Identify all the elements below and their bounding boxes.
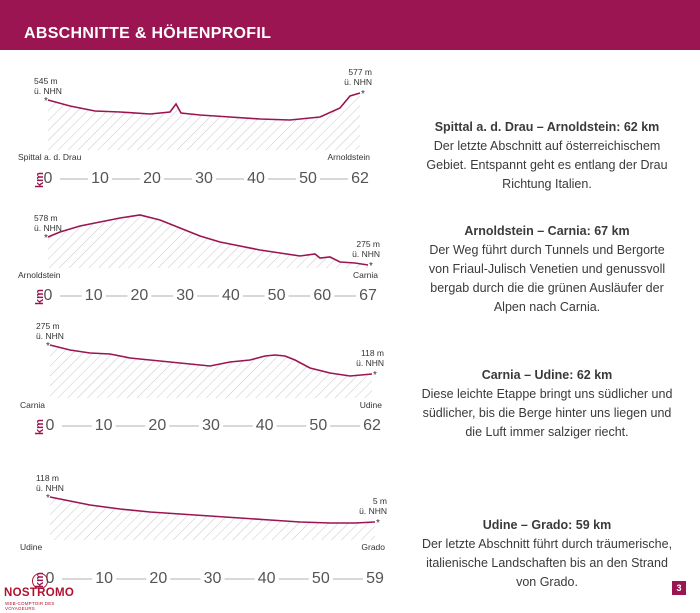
- section-description-2: Arnoldstein – Carnia: 67 km Der Weg führt…: [418, 222, 676, 317]
- start-elevation: 275 m ü. NHN: [36, 321, 64, 341]
- end-marker: *: [361, 89, 365, 100]
- profile-area: [48, 93, 360, 150]
- end-elevation: 577 m ü. NHN: [344, 67, 372, 87]
- start-elevation: 545 m ü. NHN: [34, 76, 62, 96]
- section-text: Der Weg führt durch Tunnels und Bergorte…: [428, 243, 666, 314]
- km-tick-label: 30: [203, 570, 222, 587]
- profile-line: [47, 92, 361, 121]
- elevation-profile-4: **: [46, 493, 380, 580]
- end-elevation: 275 m ü. NHN: [352, 239, 380, 259]
- km-tick-label: 30: [176, 287, 195, 304]
- km-tick-label: 10: [84, 287, 103, 304]
- km-tick-label: 40: [257, 570, 276, 587]
- km-tick-label: 30: [195, 170, 213, 187]
- km-tick-label: 62: [363, 417, 381, 434]
- logo-subtitle: WEB-COMPTOIR DES VOYAGEURS: [5, 601, 55, 611]
- end-place: Carnia: [352, 270, 378, 280]
- elevation-profile-2: **: [44, 214, 373, 297]
- start-marker: *: [46, 493, 50, 504]
- km-tick-label: 50: [309, 417, 328, 434]
- km-tick-label: 0: [43, 170, 53, 187]
- km-tick-label: 59: [366, 570, 384, 587]
- section-description-4: Udine – Grado: 59 km Der letzte Abschnitt…: [418, 516, 676, 592]
- km-tick-label: 10: [94, 417, 113, 434]
- km-tick-label: 20: [148, 417, 167, 434]
- section-description-1: Spittal a. d. Drau – Arnoldstein: 62 km D…: [418, 118, 676, 194]
- km-tick-label: 20: [130, 287, 149, 304]
- km-tick-label: 62: [351, 170, 369, 187]
- km-tick-label: 0: [43, 287, 53, 304]
- km-tick-label: 0: [45, 417, 55, 434]
- end-place: Grado: [361, 542, 385, 552]
- start-place: Spittal a. d. Drau: [18, 152, 82, 162]
- start-elevation: 118 m ü. NHN: [36, 473, 64, 493]
- start-place: Arnoldstein: [18, 270, 61, 280]
- section-text: Der letzte Abschnitt auf österreichische…: [426, 139, 668, 191]
- page-title: ABSCHNITTE & HÖHENPROFIL: [24, 25, 272, 42]
- start-marker: *: [44, 233, 48, 244]
- section-title: Spittal a. d. Drau – Arnoldstein: 62 km: [434, 120, 660, 134]
- elevation-profile-3: **: [46, 341, 377, 427]
- profile-line: [49, 344, 373, 377]
- km-tick-label: 60: [313, 287, 332, 304]
- km-tick-label: 50: [299, 170, 317, 187]
- end-marker: *: [369, 261, 373, 272]
- start-elevation: 578 m ü. NHN: [34, 213, 62, 233]
- start-place: Udine: [20, 542, 43, 552]
- nostromo-logo: NOSTROMO WEB-COMPTOIR DES VOYAGEURS: [4, 573, 78, 611]
- section-text: Diese leichte Etappe bringt uns südliche…: [421, 387, 673, 439]
- km-tick-label: 30: [202, 417, 220, 434]
- start-marker: *: [46, 341, 50, 352]
- km-tick-label: 50: [267, 287, 286, 304]
- page-header: ABSCHNITTE & HÖHENPROFIL: [0, 0, 700, 50]
- km-tick-label: 20: [149, 570, 168, 587]
- km-tick-label: 40: [247, 170, 265, 187]
- profile-area: [50, 497, 375, 540]
- section-title: Carnia – Udine: 62 km: [481, 368, 613, 382]
- km-tick-label: 40: [255, 417, 274, 434]
- km-tick-label: 40: [221, 287, 240, 304]
- end-marker: *: [376, 518, 380, 529]
- profile-line: [49, 496, 376, 524]
- km-tick-label: 20: [143, 170, 161, 187]
- section-text: Der letzte Abschnitt führt durch träumer…: [421, 537, 673, 589]
- section-title: Arnoldstein – Carnia: 67 km: [464, 224, 630, 238]
- logo-name: NOSTROMO: [4, 587, 75, 599]
- end-elevation: 5 m ü. NHN: [359, 496, 387, 516]
- km-tick-label: 67: [359, 287, 377, 304]
- end-elevation: 118 m ü. NHN: [356, 348, 384, 368]
- compass-icon: [32, 573, 48, 589]
- km-tick-label: 50: [311, 570, 330, 587]
- start-marker: *: [44, 96, 48, 107]
- km-tick-label: 10: [95, 570, 114, 587]
- profile-line: [47, 214, 369, 266]
- km-tick-label: 10: [91, 170, 109, 187]
- page-number: 3: [672, 581, 686, 595]
- km-tick-label: 0: [45, 570, 55, 587]
- section-description-3: Carnia – Udine: 62 km Diese leichte Etapp…: [418, 366, 676, 442]
- end-place: Udine: [359, 400, 382, 410]
- elevation-profile-1: **: [44, 89, 365, 180]
- end-marker: *: [373, 370, 377, 381]
- section-title: Udine – Grado: 59 km: [482, 518, 612, 532]
- start-place: Carnia: [20, 400, 46, 410]
- end-place: Arnoldstein: [327, 152, 370, 162]
